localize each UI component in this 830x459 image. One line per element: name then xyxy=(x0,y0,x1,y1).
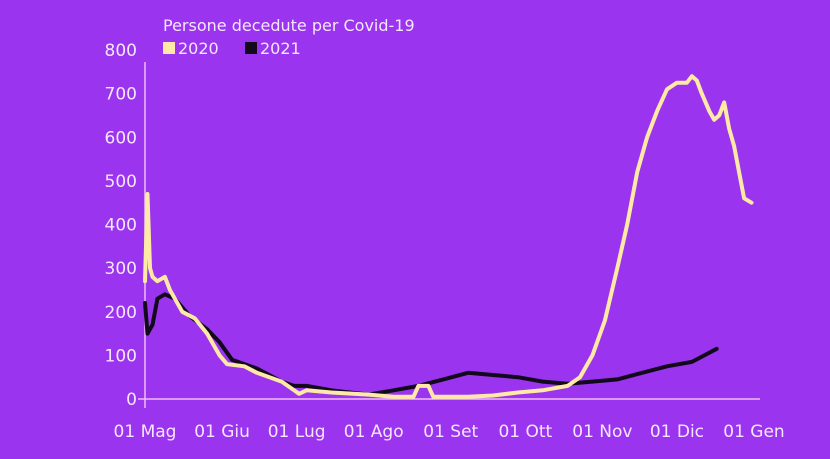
x-tick-label: 01 Nov xyxy=(572,422,632,442)
x-tick-label: 01 Giu xyxy=(194,422,250,442)
legend-swatch-2020 xyxy=(163,42,175,54)
x-tick-label: 01 Gen xyxy=(723,422,784,442)
x-tick-label: 01 Lug xyxy=(268,422,326,442)
legend: 2020 2021 xyxy=(163,39,301,58)
y-tick-label: 0 xyxy=(126,390,137,410)
legend-label-2021: 2021 xyxy=(260,39,301,58)
x-tick-label: 01 Set xyxy=(423,422,478,442)
x-tick-label: 01 Ago xyxy=(344,422,404,442)
y-tick-label: 400 xyxy=(105,216,137,236)
chart-title: Persone decedute per Covid-19 xyxy=(163,16,415,35)
legend-swatch-2021 xyxy=(245,42,257,54)
y-tick-label: 100 xyxy=(105,346,137,366)
x-tick-label: 01 Dic xyxy=(650,422,704,442)
x-tick-label: 01 Mag xyxy=(114,422,177,442)
y-tick-label: 500 xyxy=(105,172,137,192)
y-tick-label: 600 xyxy=(105,128,137,148)
legend-label-2020: 2020 xyxy=(178,39,219,58)
x-tick-label: 01 Ott xyxy=(498,422,552,442)
series-line-2020 xyxy=(143,74,754,399)
y-tick-label: 700 xyxy=(105,85,137,105)
y-tick-label: 200 xyxy=(105,303,137,323)
series-line-2021 xyxy=(143,292,719,397)
y-tick-label: 800 xyxy=(105,41,137,61)
y-tick-label: 300 xyxy=(105,259,137,279)
